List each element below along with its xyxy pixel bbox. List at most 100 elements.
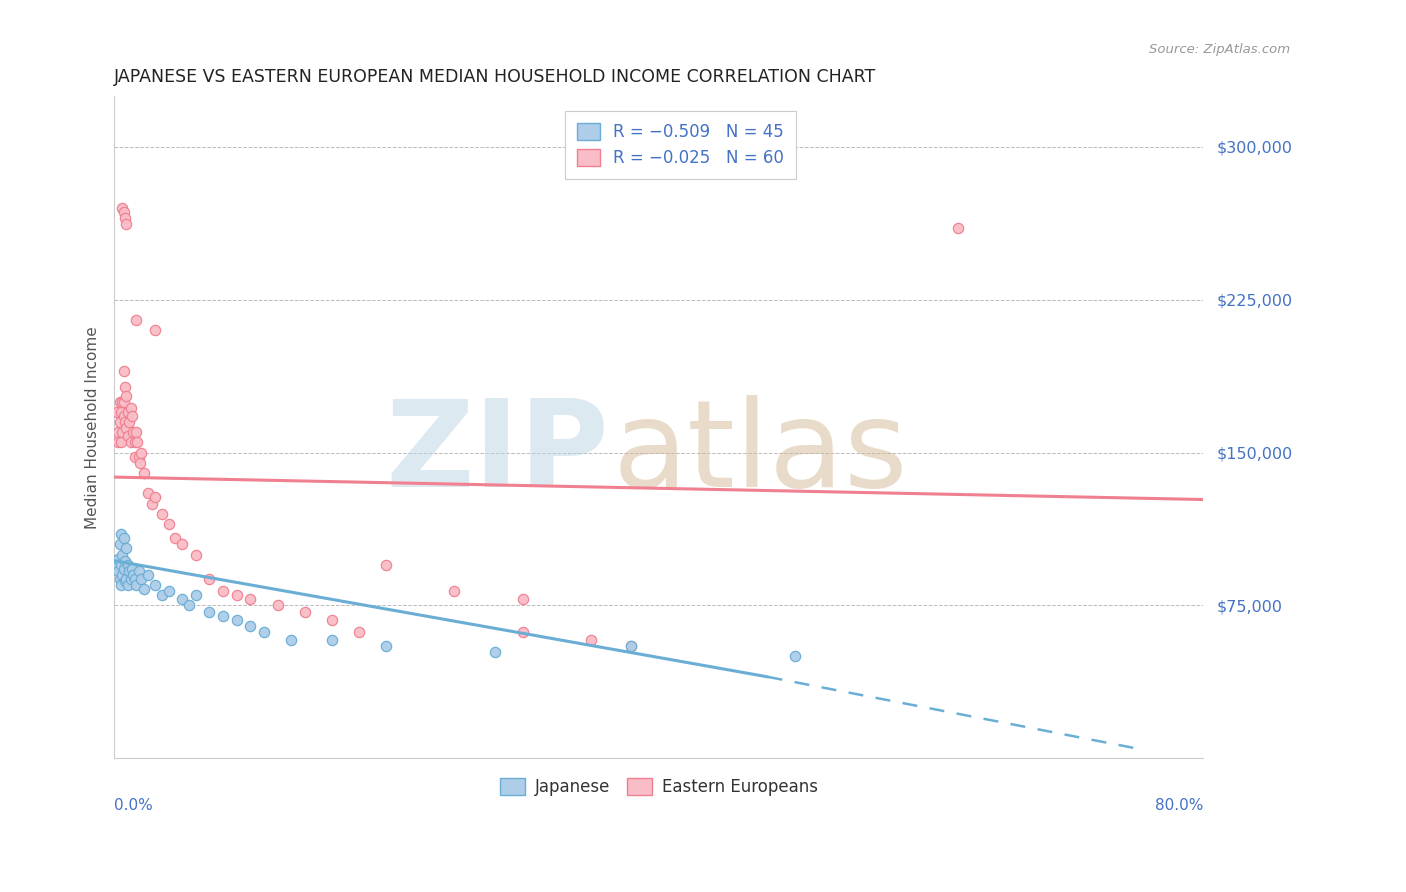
Point xyxy=(321,633,343,648)
Point xyxy=(184,588,207,602)
Point xyxy=(131,445,153,459)
Y-axis label: Median Household Income: Median Household Income xyxy=(86,326,100,529)
Point xyxy=(120,572,142,586)
Point xyxy=(225,613,247,627)
Point xyxy=(120,435,142,450)
Point xyxy=(347,625,370,640)
Point xyxy=(239,592,262,607)
Point xyxy=(107,425,129,440)
Point xyxy=(165,531,187,545)
Point xyxy=(125,425,148,440)
Point xyxy=(117,578,139,592)
Point xyxy=(141,497,163,511)
Point xyxy=(143,323,166,337)
Point xyxy=(120,401,142,415)
Point xyxy=(134,466,156,480)
Point xyxy=(114,574,136,588)
Point xyxy=(143,578,166,592)
Point xyxy=(129,456,152,470)
Point xyxy=(110,435,132,450)
Point xyxy=(128,450,150,464)
Point xyxy=(172,592,194,607)
Point xyxy=(143,491,166,505)
Point xyxy=(125,313,148,327)
Point xyxy=(177,599,200,613)
Text: 80.0%: 80.0% xyxy=(1154,798,1204,814)
Point xyxy=(184,548,207,562)
Point xyxy=(110,405,132,419)
Point xyxy=(121,562,143,576)
Point xyxy=(375,640,398,654)
Point xyxy=(150,507,173,521)
Point xyxy=(114,211,136,226)
Point xyxy=(127,435,149,450)
Text: ZIP: ZIP xyxy=(385,395,610,512)
Point xyxy=(110,527,132,541)
Point xyxy=(108,415,131,429)
Point xyxy=(124,450,146,464)
Point xyxy=(172,537,194,551)
Point xyxy=(122,568,145,582)
Point xyxy=(280,633,302,648)
Point xyxy=(620,640,643,654)
Text: 0.0%: 0.0% xyxy=(114,798,153,814)
Point xyxy=(125,578,148,592)
Point xyxy=(321,613,343,627)
Point xyxy=(157,584,180,599)
Point xyxy=(112,531,135,545)
Point xyxy=(198,605,221,619)
Point xyxy=(124,572,146,586)
Point xyxy=(110,558,132,572)
Legend: Japanese, Eastern Europeans: Japanese, Eastern Europeans xyxy=(494,772,824,803)
Point xyxy=(512,625,534,640)
Point xyxy=(115,421,138,435)
Point xyxy=(108,572,131,586)
Point xyxy=(115,388,138,402)
Point xyxy=(107,551,129,566)
Point xyxy=(198,572,221,586)
Point xyxy=(131,572,153,586)
Point xyxy=(112,562,135,576)
Point xyxy=(117,429,139,443)
Point xyxy=(212,584,235,599)
Point xyxy=(375,558,398,572)
Point xyxy=(783,649,806,664)
Point xyxy=(118,564,141,578)
Point xyxy=(114,380,136,394)
Point xyxy=(579,633,602,648)
Point xyxy=(443,584,465,599)
Point xyxy=(110,578,132,592)
Point xyxy=(294,605,316,619)
Point xyxy=(108,394,131,409)
Point xyxy=(112,205,135,219)
Point xyxy=(115,218,138,232)
Point xyxy=(266,599,288,613)
Point xyxy=(111,425,134,440)
Point xyxy=(150,588,173,602)
Point xyxy=(239,619,262,633)
Point xyxy=(484,645,506,659)
Point xyxy=(212,608,235,623)
Point xyxy=(946,221,969,235)
Text: JAPANESE VS EASTERN EUROPEAN MEDIAN HOUSEHOLD INCOME CORRELATION CHART: JAPANESE VS EASTERN EUROPEAN MEDIAN HOUS… xyxy=(114,68,876,87)
Point xyxy=(136,568,159,582)
Point xyxy=(107,435,129,450)
Text: atlas: atlas xyxy=(613,395,908,512)
Point xyxy=(134,582,156,597)
Text: Source: ZipAtlas.com: Source: ZipAtlas.com xyxy=(1149,43,1291,56)
Point xyxy=(112,364,135,378)
Point xyxy=(114,415,136,429)
Point xyxy=(111,568,134,582)
Point xyxy=(112,394,135,409)
Point xyxy=(121,409,143,423)
Point xyxy=(114,554,136,568)
Point xyxy=(117,558,139,572)
Point xyxy=(111,394,134,409)
Point xyxy=(122,425,145,440)
Point xyxy=(111,548,134,562)
Point xyxy=(105,558,128,572)
Point xyxy=(253,625,276,640)
Point xyxy=(115,541,138,556)
Point xyxy=(128,564,150,578)
Point xyxy=(124,435,146,450)
